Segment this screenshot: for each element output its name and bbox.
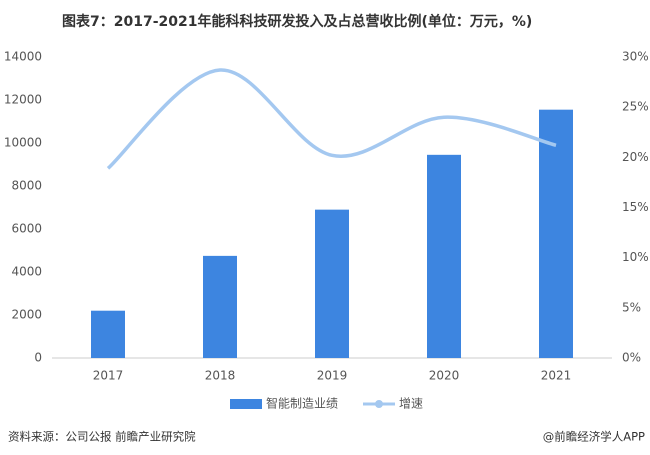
y2-tick-label: 0% xyxy=(622,351,641,365)
y-tick-label: 12000 xyxy=(4,93,42,107)
chart-title: 图表7：2017-2021年能科科技研发投入及占总营收比例(单位：万元，%) xyxy=(62,13,532,30)
bar xyxy=(315,209,349,358)
y-tick-label: 10000 xyxy=(4,136,42,150)
bar xyxy=(91,310,125,358)
y2-tick-label: 25% xyxy=(622,100,649,114)
x-tick-label: 2019 xyxy=(317,369,348,383)
x-tick-label: 2017 xyxy=(93,369,124,383)
bar xyxy=(427,154,461,358)
y2-tick-label: 10% xyxy=(622,250,649,264)
y-tick-label: 6000 xyxy=(11,222,42,236)
bar xyxy=(539,109,573,358)
legend-label: 智能制造业绩 xyxy=(266,396,338,411)
y2-tick-label: 30% xyxy=(622,50,649,64)
bar xyxy=(203,255,237,358)
y-tick-label: 2000 xyxy=(11,308,42,322)
credit: @前瞻经济学人APP xyxy=(543,430,645,444)
line xyxy=(106,68,557,170)
legend-swatch xyxy=(375,400,383,408)
y-tick-label: 0 xyxy=(34,351,42,365)
x-tick-label: 2021 xyxy=(541,369,572,383)
y2-tick-label: 5% xyxy=(622,300,641,314)
y2-tick-label: 15% xyxy=(622,200,649,214)
x-tick-label: 2018 xyxy=(205,369,236,383)
source: 资料来源：公司公报 前瞻产业研究院 xyxy=(8,430,196,444)
y-tick-label: 8000 xyxy=(11,179,42,193)
x-tick-label: 2020 xyxy=(429,369,460,383)
y-tick-label: 14000 xyxy=(4,50,42,64)
y2-tick-label: 20% xyxy=(622,150,649,164)
legend-label: 增速 xyxy=(399,397,423,411)
legend-swatch xyxy=(230,399,262,409)
y-tick-label: 4000 xyxy=(11,265,42,279)
